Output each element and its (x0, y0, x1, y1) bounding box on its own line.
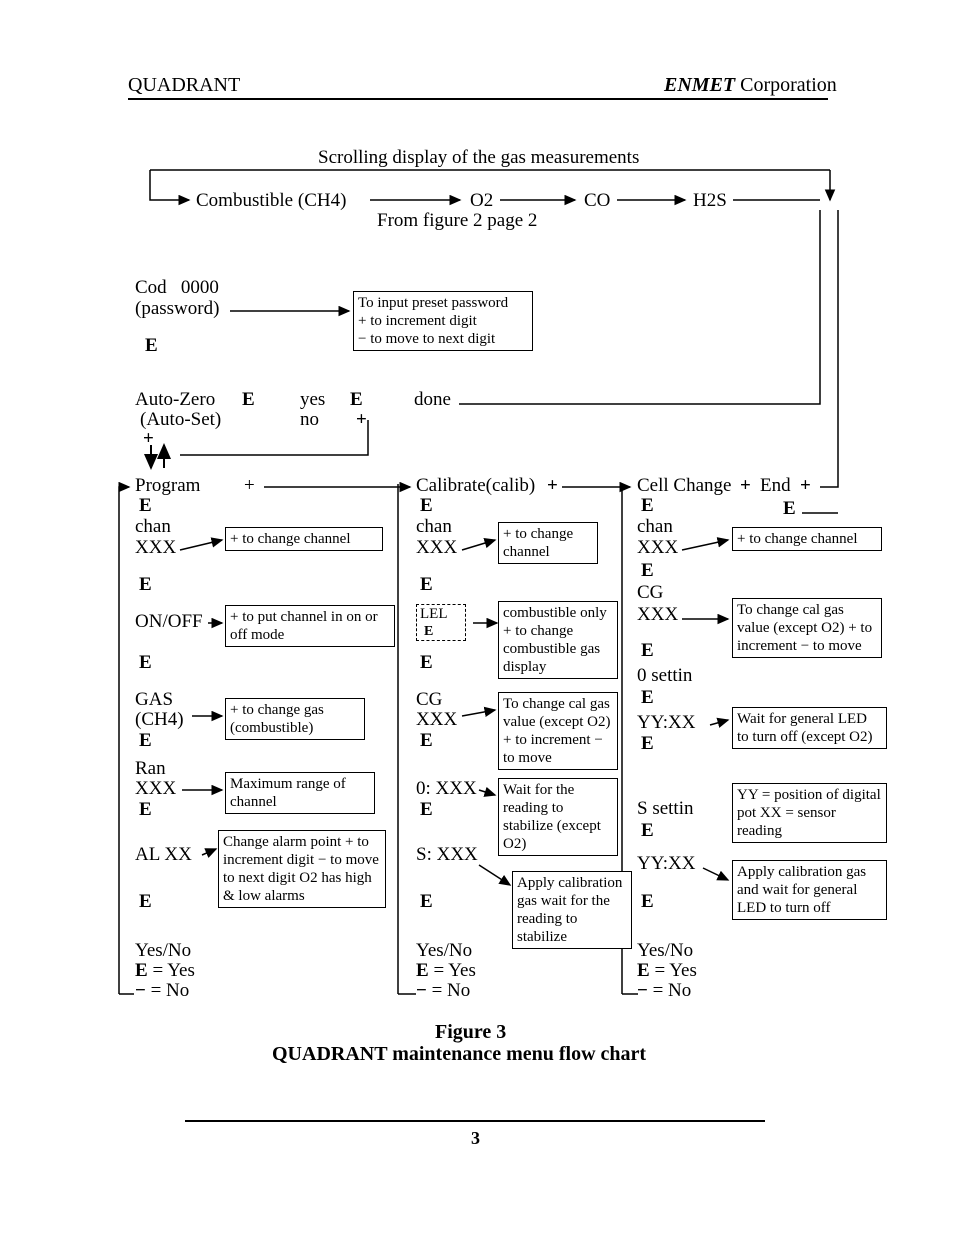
cal-no: − = No (416, 980, 470, 1002)
prog-xxx: XXX (135, 537, 176, 559)
prog-onoff-hint: + to put channel in on or off mode (225, 605, 395, 647)
prog-no: − = No (135, 980, 189, 1002)
cell-E: E (641, 495, 654, 517)
cell-E5: E (641, 733, 654, 755)
cal-xxx: XXX (416, 537, 457, 559)
cell-plus2: + (800, 475, 811, 497)
cal-s: S: XXX (416, 844, 478, 866)
cal-eyes: E = Yes (416, 960, 476, 982)
cell-cg: CG (637, 582, 663, 604)
cal-E5: E (420, 799, 433, 821)
prog-plus: + (244, 475, 255, 497)
cell-yn: Yes/No (637, 940, 693, 962)
cell-title: Cell Change (637, 475, 731, 497)
cal-zero-hint: Wait for the reading to stabilize (excep… (498, 778, 618, 856)
cell-yyxx2-hint: Apply calibration gas and wait for gener… (732, 860, 887, 920)
cell-eyes: E = Yes (637, 960, 697, 982)
cod-E: E (145, 335, 158, 357)
az-no: no (300, 409, 319, 431)
cell-chan-hint: + to change channel (732, 527, 882, 551)
cell-E4: E (641, 687, 654, 709)
az-done: done (414, 389, 451, 411)
prog-al: AL XX (135, 844, 192, 866)
cod-l2: (password) (135, 298, 219, 320)
prog-yn: Yes/No (135, 940, 191, 962)
cell-E2: E (641, 560, 654, 582)
prog-ran-hint: Maximum range of channel (225, 772, 375, 814)
page-number: 3 (471, 1128, 480, 1149)
cell-E7: E (641, 891, 654, 913)
cell-xxx: XXX (637, 537, 678, 559)
fig-num: Figure 3 (435, 1021, 506, 1044)
cal-cg-hint: To change cal gas value (except O2) + to… (498, 692, 618, 770)
cal-lel: LELE (416, 604, 466, 641)
cell-Eend: E (783, 498, 796, 520)
cell-no: − = No (637, 980, 691, 1002)
prog-chan: chan (135, 516, 171, 538)
az-yes: yes (300, 389, 325, 411)
cell-cg-hint: To change cal gas value (except O2) + to… (732, 598, 882, 658)
cal-zero: 0: XXX (416, 778, 477, 800)
cal-yn: Yes/No (416, 940, 472, 962)
az-l1: Auto-Zero (135, 389, 215, 411)
cell-yyxx2: YY:XX (637, 853, 695, 875)
prog-ch4: (CH4) (135, 709, 184, 731)
cal-E: E (420, 495, 433, 517)
cell-plus: + (740, 475, 751, 497)
cal-chan-hint: + to change channel (498, 522, 598, 564)
cal-chan: chan (416, 516, 452, 538)
cell-ss-hint: YY = position of digital pot XX = sensor… (732, 783, 887, 843)
cal-s-hint: Apply calibration gas wait for the readi… (512, 871, 632, 949)
cell-xxx2: XXX (637, 604, 678, 626)
prog-E5: E (139, 799, 152, 821)
cal-title: Calibrate(calib) (416, 475, 535, 497)
cell-chan: chan (637, 516, 673, 538)
cell-zs: 0 settin (637, 665, 692, 687)
prog-E6: E (139, 891, 152, 913)
prog-E4: E (139, 730, 152, 752)
prog-gas-hint: + to change gas (combustible) (225, 698, 365, 740)
cell-yyxx-hint: Wait for general LED to turn off (except… (732, 707, 887, 749)
cod-l1: Cod 0000 (135, 277, 219, 299)
az-E: E (242, 389, 255, 411)
cal-E2: E (420, 574, 433, 596)
prog-eyes: E = Yes (135, 960, 195, 982)
az-plus: + (143, 428, 154, 450)
cal-lel-hint: combustible only + to change combustible… (498, 601, 618, 679)
cell-end: End (760, 475, 791, 497)
az-plus2: + (356, 409, 367, 431)
az-E2: E (350, 389, 363, 411)
prog-ran: Ran (135, 758, 166, 780)
prog-chan-hint: + to change channel (225, 527, 383, 551)
prog-E3: E (139, 652, 152, 674)
fig-title: QUADRANT maintenance menu flow chart (272, 1043, 646, 1066)
cell-ss: S settin (637, 798, 693, 820)
cell-E3: E (641, 640, 654, 662)
cal-xxx2: XXX (416, 709, 457, 731)
prog-E2: E (139, 574, 152, 596)
cal-cg: CG (416, 689, 442, 711)
prog-xxx2: XXX (135, 778, 176, 800)
prog-gas: GAS (135, 689, 173, 711)
prog-title: Program (135, 475, 200, 497)
cell-E6: E (641, 820, 654, 842)
prog-al-hint: Change alarm point + to increment digit … (218, 830, 386, 908)
prog-onoff: ON/OFF (135, 611, 203, 633)
cell-yyxx: YY:XX (637, 712, 695, 734)
cal-E6: E (420, 891, 433, 913)
cal-E3: E (420, 652, 433, 674)
cal-plus: + (547, 475, 558, 497)
cal-E4: E (420, 730, 433, 752)
cod-hint: To input preset password + to increment … (353, 291, 533, 351)
prog-E: E (139, 495, 152, 517)
